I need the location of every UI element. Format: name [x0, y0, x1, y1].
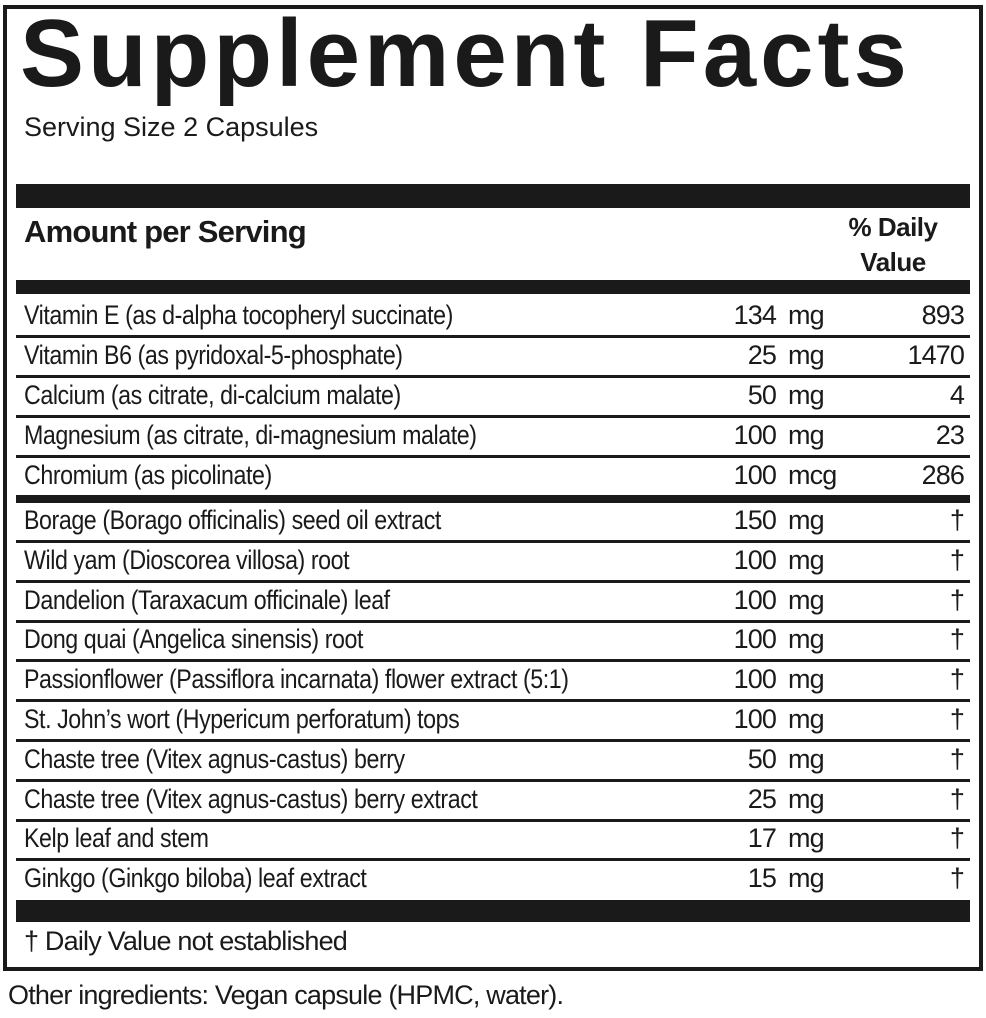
- row-unit: mg: [788, 505, 825, 535]
- row-dv: †: [949, 544, 965, 575]
- row-name: Chromium (as picolinate): [24, 460, 272, 490]
- row-name: Chaste tree (Vitex agnus-castus) berry e…: [24, 783, 478, 814]
- table-row: Wild yam (Dioscorea villosa) root 100 mg †: [16, 540, 970, 583]
- daily-value-header-line2: Value: [860, 247, 926, 277]
- table-row: Vitamin B6 (as pyridoxal-5-phosphate) 25 m…: [16, 335, 970, 378]
- row-dv: †: [949, 823, 965, 854]
- row-unit: mg: [788, 340, 825, 370]
- amount-per-serving-header: Amount per Serving: [24, 214, 307, 249]
- table-row: Magnesium (as citrate, di-magnesium mala…: [16, 415, 970, 458]
- table-row: Ginkgo (Ginkgo biloba) leaf extract 15 mg †: [16, 858, 970, 898]
- row-dv: †: [949, 863, 965, 894]
- row-dv: †: [949, 505, 965, 535]
- row-dv: †: [949, 704, 965, 734]
- row-amount: 50: [747, 380, 777, 410]
- table-row: Calcium (as citrate, di-calcium malate) 5…: [16, 375, 970, 418]
- row-unit: mg: [788, 664, 825, 695]
- row-dv: †: [949, 584, 965, 615]
- row-dv: 23: [935, 420, 965, 450]
- row-amount: 100: [733, 584, 777, 615]
- row-name: Wild yam (Dioscorea villosa) root: [24, 544, 350, 575]
- row-amount: 134: [733, 300, 777, 330]
- other-ingredients: Other ingredients: Vegan capsule (HPMC, …: [8, 980, 564, 1010]
- thick-divider: [16, 184, 970, 208]
- panel-title: Supplement Facts: [20, 0, 911, 107]
- row-name: Kelp leaf and stem: [24, 823, 209, 854]
- row-name: Vitamin E (as d-alpha tocopheryl succina…: [24, 300, 453, 330]
- row-name: Chaste tree (Vitex agnus-castus) berry: [24, 743, 405, 774]
- daily-value-header-line1: % Daily: [848, 212, 939, 242]
- serving-size: Serving Size 2 Capsules: [24, 112, 319, 142]
- row-unit: mg: [788, 743, 825, 774]
- table-row: Vitamin E (as d-alpha tocopheryl succina…: [16, 295, 970, 338]
- row-amount: 15: [747, 863, 777, 894]
- table-row: Borage (Borago officinalis) seed oil ext…: [16, 500, 970, 543]
- row-dv: 893: [921, 300, 965, 330]
- row-unit: mg: [788, 420, 825, 450]
- row-dv: 4: [949, 380, 965, 410]
- row-dv: †: [949, 783, 965, 814]
- row-unit: mg: [788, 704, 825, 734]
- row-name: Passionflower (Passiflora incarnata) flo…: [24, 664, 569, 695]
- table-row: Passionflower (Passiflora incarnata) flo…: [16, 659, 970, 703]
- thick-divider: [16, 280, 970, 294]
- table-row: Dong quai (Angelica sinensis) root 100 mg †: [16, 619, 970, 663]
- row-name: Dong quai (Angelica sinensis) root: [24, 624, 364, 655]
- row-unit: mg: [788, 783, 825, 814]
- footnote: † Daily Value not established: [24, 926, 348, 956]
- row-amount: 25: [747, 340, 777, 370]
- row-unit: mg: [788, 823, 825, 854]
- row-amount: 100: [733, 704, 777, 734]
- row-amount: 150: [733, 505, 777, 535]
- row-amount: 100: [733, 664, 777, 695]
- daily-value-header: % Daily Value: [828, 210, 958, 280]
- row-name: Calcium (as citrate, di-calcium malate): [24, 380, 401, 410]
- row-name: Vitamin B6 (as pyridoxal-5-phosphate): [24, 340, 403, 370]
- medium-divider: [16, 495, 970, 503]
- row-unit: mg: [788, 584, 825, 615]
- row-amount: 100: [733, 544, 777, 575]
- table-row: Dandelion (Taraxacum officinale) leaf 100…: [16, 580, 970, 623]
- supplement-facts-panel: [3, 5, 983, 971]
- row-amount: 100: [733, 624, 777, 655]
- table-row: Chaste tree (Vitex agnus-castus) berry 50…: [16, 739, 970, 782]
- row-unit: mg: [788, 544, 825, 575]
- table-row: Kelp leaf and stem 17 mg †: [16, 818, 970, 862]
- row-amount: 25: [747, 783, 777, 814]
- row-amount: 100: [733, 420, 777, 450]
- table-row: St. John’s wort (Hypericum perforatum) t…: [16, 699, 970, 742]
- row-name: St. John’s wort (Hypericum perforatum) t…: [24, 704, 460, 734]
- row-name: Borage (Borago officinalis) seed oil ext…: [24, 505, 441, 535]
- row-unit: mg: [788, 863, 825, 894]
- row-dv: †: [949, 743, 965, 774]
- row-unit: mcg: [788, 460, 837, 490]
- row-name: Magnesium (as citrate, di-magnesium mala…: [24, 420, 477, 450]
- row-amount: 17: [747, 823, 777, 854]
- row-dv: 286: [921, 460, 965, 490]
- row-unit: mg: [788, 624, 825, 655]
- row-dv: †: [949, 624, 965, 655]
- row-amount: 100: [733, 460, 777, 490]
- row-amount: 50: [747, 743, 777, 774]
- table-row: Chromium (as picolinate) 100 mcg 286: [16, 455, 970, 495]
- row-dv: †: [949, 664, 965, 695]
- table-row: Chaste tree (Vitex agnus-castus) berry e…: [16, 779, 970, 822]
- row-dv: 1470: [907, 340, 965, 370]
- row-unit: mg: [788, 300, 825, 330]
- thick-divider: [16, 900, 970, 922]
- row-name: Ginkgo (Ginkgo biloba) leaf extract: [24, 863, 367, 894]
- row-unit: mg: [788, 380, 825, 410]
- row-name: Dandelion (Taraxacum officinale) leaf: [24, 584, 390, 615]
